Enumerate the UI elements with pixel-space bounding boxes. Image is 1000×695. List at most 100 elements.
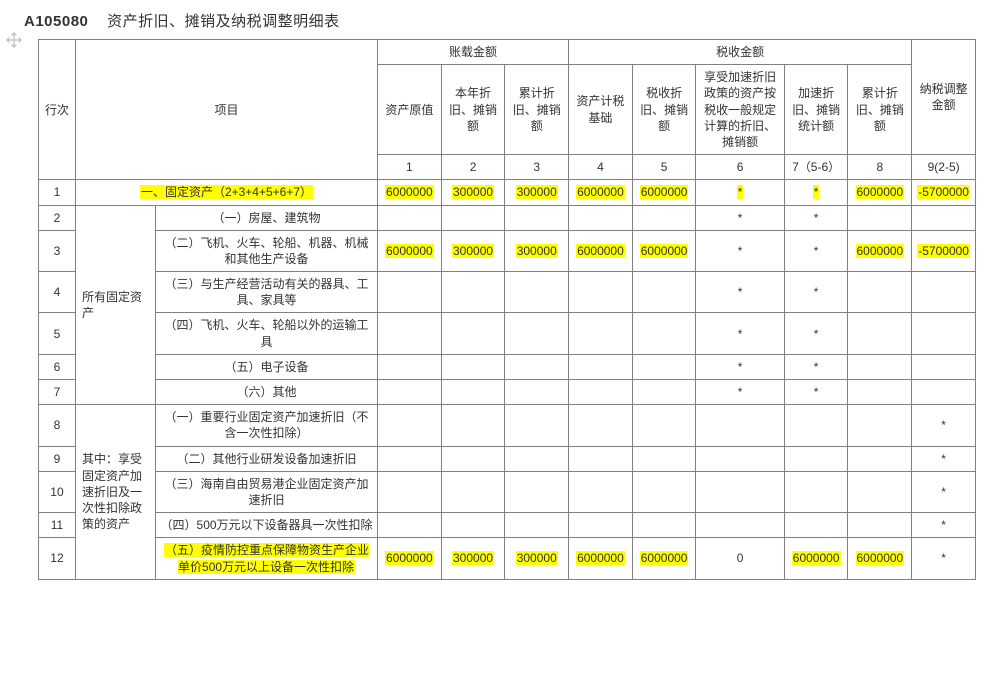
value-cell: 6000000 (569, 230, 633, 271)
value-text: * (738, 327, 743, 341)
value-text: 300000 (516, 244, 558, 258)
value-cell: * (696, 272, 784, 313)
value-cell (569, 380, 633, 405)
hdr-n9: 9(2-5) (912, 155, 976, 180)
table-row: 4（三）与生产经营活动有关的器具、工具、家具等** (39, 272, 976, 313)
hdr-c1: 资产原值 (378, 65, 442, 155)
hdr-c3: 累计折旧、摊销额 (505, 65, 569, 155)
value-text: * (738, 385, 743, 399)
value-cell (848, 205, 912, 230)
value-cell (505, 471, 569, 512)
value-cell (441, 313, 505, 354)
row-no: 10 (39, 471, 76, 512)
table-row: 6（五）电子设备** (39, 354, 976, 379)
value-cell (569, 471, 633, 512)
item-cell: （三）海南自由贸易港企业固定资产加速折旧 (156, 471, 378, 512)
value-cell (441, 471, 505, 512)
hdr-c2: 本年折旧、摊销额 (441, 65, 505, 155)
value-cell (848, 513, 912, 538)
value-cell (505, 513, 569, 538)
value-cell: 6000000 (378, 230, 442, 271)
value-cell (848, 272, 912, 313)
value-text: * (738, 244, 743, 258)
item-text: （一）房屋、建筑物 (213, 211, 321, 225)
value-cell (784, 513, 848, 538)
move-handle-icon[interactable] (2, 28, 26, 52)
value-cell (505, 205, 569, 230)
item-text: （二）飞机、火车、轮船、机器、机械和其他生产设备 (165, 236, 369, 266)
row-no: 5 (39, 313, 76, 354)
value-text: * (813, 185, 820, 199)
row-no: 4 (39, 272, 76, 313)
value-cell: * (784, 180, 848, 205)
value-cell (632, 405, 696, 446)
value-cell: * (696, 354, 784, 379)
value-cell (441, 272, 505, 313)
item-text: （六）其他 (237, 385, 297, 399)
hdr-c8: 累计折旧、摊销额 (848, 65, 912, 155)
value-cell (505, 380, 569, 405)
row-no: 12 (39, 538, 76, 579)
value-cell (441, 354, 505, 379)
value-cell: 6000000 (848, 180, 912, 205)
value-cell (378, 446, 442, 471)
value-cell (378, 380, 442, 405)
value-cell: * (696, 205, 784, 230)
table-body: 1一、固定资产（2+3+4+5+6+7）60000003000003000006… (39, 180, 976, 579)
value-cell (848, 446, 912, 471)
item-cell: （一）房屋、建筑物 (156, 205, 378, 230)
value-cell (569, 513, 633, 538)
value-cell (848, 380, 912, 405)
value-cell (441, 405, 505, 446)
hdr-n7: 7（5-6） (784, 155, 848, 180)
value-text: 6000000 (640, 551, 689, 565)
value-text: 6000000 (576, 551, 625, 565)
hdr-c5: 税收折旧、摊销额 (632, 65, 696, 155)
group-label: 其中：享受固定资产加速折旧及一次性扣除政策的资产 (75, 405, 155, 580)
value-cell: 6000000 (569, 180, 633, 205)
item-cell: （一）重要行业固定资产加速折旧（不含一次性扣除） (156, 405, 378, 446)
value-cell: * (784, 272, 848, 313)
value-cell (912, 313, 976, 354)
item-cell: 一、固定资产（2+3+4+5+6+7） (75, 180, 377, 205)
value-cell (848, 471, 912, 512)
value-text: 300000 (516, 551, 558, 565)
value-cell (378, 272, 442, 313)
value-text: * (738, 360, 743, 374)
value-cell: * (912, 446, 976, 471)
row-no: 11 (39, 513, 76, 538)
item-cell: （四）飞机、火车、轮船以外的运输工具 (156, 313, 378, 354)
value-cell (632, 313, 696, 354)
hdr-c7: 加速折旧、摊销统计额 (784, 65, 848, 155)
value-cell: 300000 (441, 180, 505, 205)
value-text: 6000000 (640, 244, 689, 258)
value-cell (848, 313, 912, 354)
table-row: 8其中：享受固定资产加速折旧及一次性扣除政策的资产（一）重要行业固定资产加速折旧… (39, 405, 976, 446)
value-cell (378, 513, 442, 538)
item-text: （五）电子设备 (225, 360, 309, 374)
table-row: 7（六）其他** (39, 380, 976, 405)
value-cell (912, 272, 976, 313)
item-text: （五）疫情防控重点保障物资生产企业单价500万元以上设备一次性扣除 (164, 543, 369, 573)
item-cell: （五）电子设备 (156, 354, 378, 379)
value-cell: 6000000 (632, 538, 696, 579)
value-cell (378, 313, 442, 354)
row-no: 2 (39, 205, 76, 230)
value-cell: 300000 (505, 538, 569, 579)
table-row: 5（四）飞机、火车、轮船以外的运输工具** (39, 313, 976, 354)
value-text: * (814, 360, 819, 374)
item-text: （一）重要行业固定资产加速折旧（不含一次性扣除） (165, 410, 369, 440)
value-cell (912, 354, 976, 379)
hdr-adj: 纳税调整金额 (912, 40, 976, 155)
value-cell (569, 313, 633, 354)
row-no: 3 (39, 230, 76, 271)
item-text: （三）海南自由贸易港企业固定资产加速折旧 (165, 477, 369, 507)
value-cell (632, 471, 696, 512)
value-text: 6000000 (385, 185, 434, 199)
value-text: 6000000 (385, 551, 434, 565)
value-cell (441, 446, 505, 471)
value-text: 0 (737, 551, 744, 565)
value-cell (848, 405, 912, 446)
value-text: 300000 (452, 551, 494, 565)
item-text: （四）500万元以下设备器具一次性扣除 (161, 518, 373, 532)
